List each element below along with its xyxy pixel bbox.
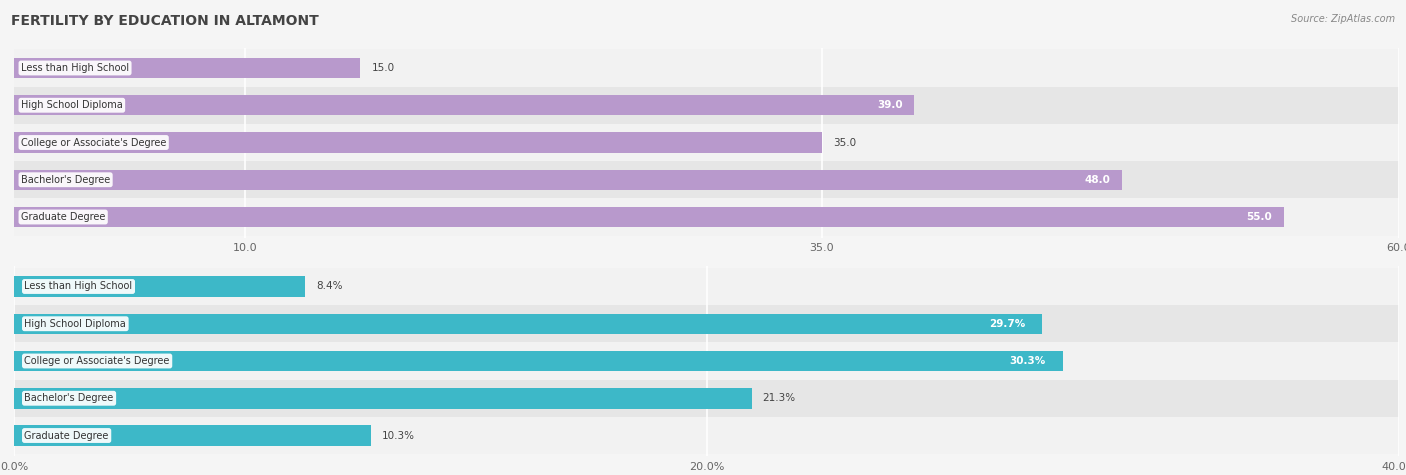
Bar — [14, 276, 305, 297]
Bar — [14, 417, 1399, 454]
Text: Bachelor's Degree: Bachelor's Degree — [21, 175, 110, 185]
Bar — [14, 124, 1399, 161]
Bar — [14, 351, 1063, 371]
Bar — [14, 388, 752, 408]
Bar — [14, 86, 1399, 124]
Text: 10.3%: 10.3% — [382, 430, 415, 440]
Bar — [14, 95, 914, 115]
Text: Less than High School: Less than High School — [24, 282, 132, 292]
Bar — [14, 425, 371, 446]
Bar — [14, 305, 1399, 342]
Text: 29.7%: 29.7% — [988, 319, 1025, 329]
Text: FERTILITY BY EDUCATION IN ALTAMONT: FERTILITY BY EDUCATION IN ALTAMONT — [11, 14, 319, 28]
Bar — [14, 161, 1399, 199]
Text: Less than High School: Less than High School — [21, 63, 129, 73]
Text: Bachelor's Degree: Bachelor's Degree — [24, 393, 114, 403]
Bar — [14, 207, 1284, 227]
Bar — [14, 49, 1399, 86]
Bar — [14, 342, 1399, 380]
Text: High School Diploma: High School Diploma — [21, 100, 122, 110]
Text: College or Associate's Degree: College or Associate's Degree — [21, 137, 166, 148]
Text: 8.4%: 8.4% — [316, 282, 343, 292]
Text: Source: ZipAtlas.com: Source: ZipAtlas.com — [1291, 14, 1395, 24]
Bar — [14, 314, 1042, 334]
Text: High School Diploma: High School Diploma — [24, 319, 127, 329]
Text: College or Associate's Degree: College or Associate's Degree — [24, 356, 170, 366]
Text: 55.0: 55.0 — [1246, 212, 1272, 222]
Bar — [14, 132, 823, 153]
Text: 21.3%: 21.3% — [762, 393, 796, 403]
Text: 30.3%: 30.3% — [1010, 356, 1046, 366]
Text: Graduate Degree: Graduate Degree — [24, 430, 108, 440]
Bar — [14, 199, 1399, 236]
Text: Graduate Degree: Graduate Degree — [21, 212, 105, 222]
Text: 15.0: 15.0 — [371, 63, 395, 73]
Bar — [14, 268, 1399, 305]
Bar — [14, 170, 1122, 190]
Bar — [14, 58, 360, 78]
Bar — [14, 380, 1399, 417]
Text: 35.0: 35.0 — [832, 137, 856, 148]
Text: 48.0: 48.0 — [1084, 175, 1111, 185]
Text: 39.0: 39.0 — [877, 100, 903, 110]
